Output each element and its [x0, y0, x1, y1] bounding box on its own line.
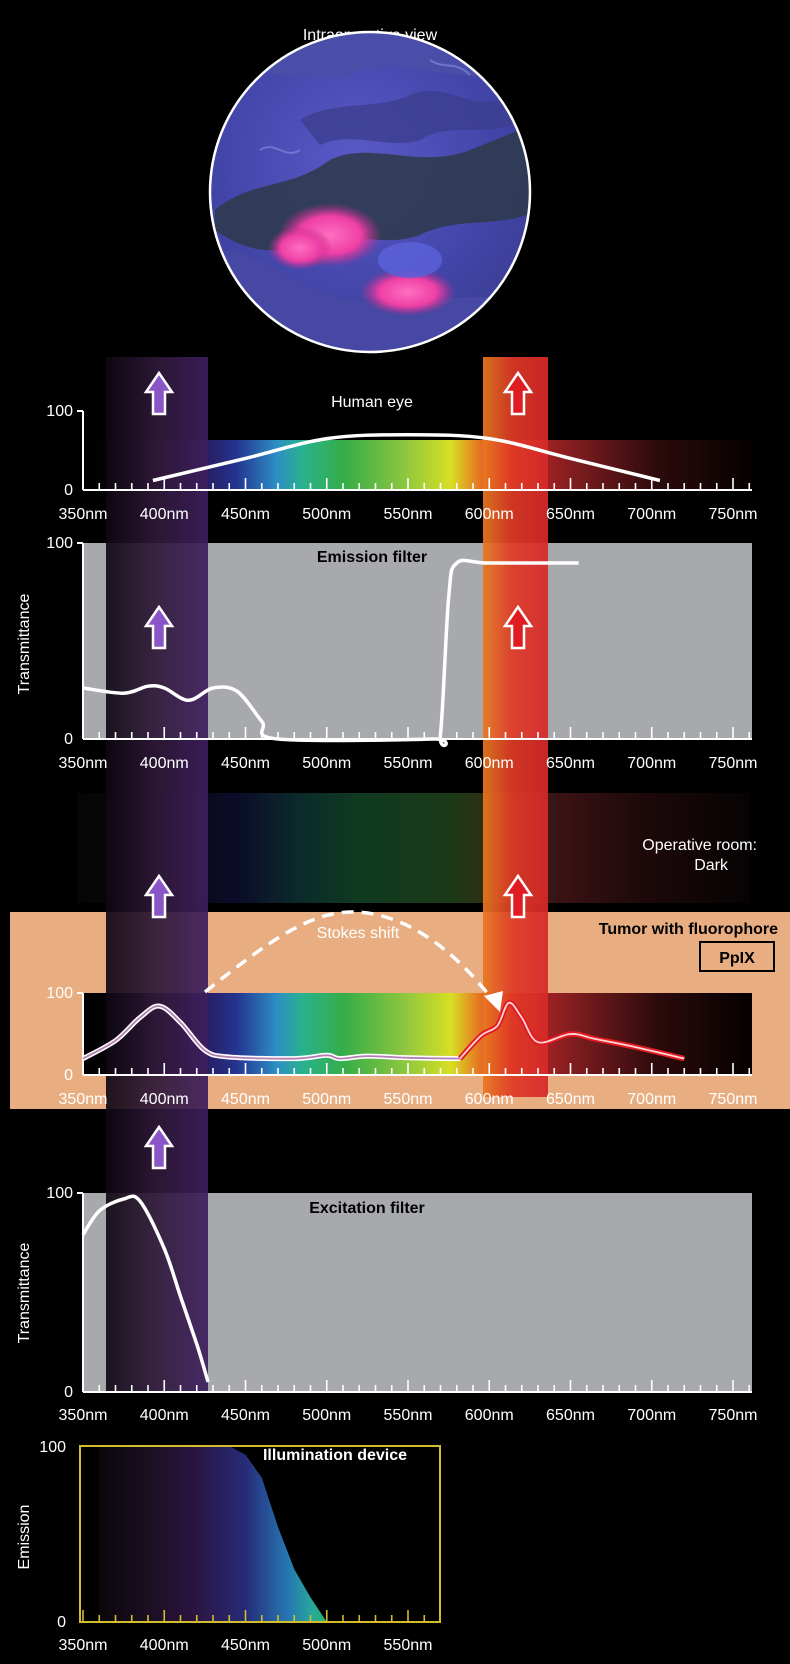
tick-label: 400nm	[140, 506, 189, 523]
y-max-label: 100	[46, 535, 73, 552]
y-max-label: 100	[39, 1439, 66, 1456]
intraoperative-photo	[208, 30, 532, 354]
tick-label: 450nm	[221, 1091, 270, 1108]
tumor-axis: 350nm 400nm 450nm 500nm 550nm 600nm 650nm 700nm…	[46, 985, 757, 1108]
tick-label: 450nm	[221, 1637, 270, 1654]
tick-label: 400nm	[140, 1091, 189, 1108]
tick-label: 400nm	[140, 755, 189, 772]
emission-arrow-icon	[502, 370, 534, 416]
tick-label: 350nm	[59, 1637, 108, 1654]
tick-label: 650nm	[546, 755, 595, 772]
emission-ylabel: Transmittance	[16, 594, 33, 695]
human-eye-axis: 350nm 400nm 450nm 500nm 550nm 600nm 650nm 700nm…	[46, 403, 757, 523]
tick-label: 700nm	[627, 506, 676, 523]
tick-label: 350nm	[59, 1407, 108, 1424]
excitation-filter-axis: 350nm 400nm 450nm 500nm 550nm 600nm 650nm 700nm…	[46, 1185, 757, 1424]
tick-label: 600nm	[465, 1091, 514, 1108]
tick-label: 750nm	[709, 1407, 758, 1424]
illumination-ylabel: Emission	[16, 1505, 33, 1570]
tick-label: 500nm	[302, 755, 351, 772]
human-eye-sensitivity-curve	[152, 432, 661, 483]
tick-label: 500nm	[302, 1407, 351, 1424]
excitation-filter-transmittance-curve	[81, 1194, 210, 1383]
tick-label: 600nm	[465, 1407, 514, 1424]
tick-label: 350nm	[59, 1091, 108, 1108]
tick-label: 550nm	[384, 1091, 433, 1108]
tick-label: 700nm	[627, 755, 676, 772]
excitation-arrow-icon	[143, 1124, 175, 1170]
y-min-label: 0	[57, 1614, 66, 1631]
tick-label: 400nm	[140, 1407, 189, 1424]
tick-label: 750nm	[709, 1091, 758, 1108]
tick-label: 350nm	[59, 755, 108, 772]
emission-arrow-icon	[502, 604, 534, 650]
illumination-axis: 350nm 400nm 450nm 500nm 550nm 100 0	[39, 1439, 432, 1654]
tick-label: 650nm	[546, 1407, 595, 1424]
tick-label: 550nm	[384, 1407, 433, 1424]
y-max-label: 100	[46, 1185, 73, 1202]
emission-arrow-icon	[502, 873, 534, 919]
emission-filter-axis: 350nm 400nm 450nm 500nm 550nm 600nm 650nm 700nm…	[46, 535, 757, 772]
y-max-label: 100	[46, 985, 73, 1002]
stokes-shift-arrow	[203, 910, 497, 1005]
y-min-label: 0	[64, 482, 73, 499]
operative-room-line2: Dark	[694, 857, 729, 874]
emission-filter-transmittance-curve	[82, 558, 579, 748]
tick-label: 400nm	[140, 1637, 189, 1654]
tick-label: 700nm	[627, 1091, 676, 1108]
excitation-light-beam	[106, 357, 208, 1392]
illumination-title: Illumination device	[263, 1447, 407, 1464]
excitation-ylabel: Transmittance	[16, 1243, 33, 1344]
excitation-arrow-icon	[143, 370, 175, 416]
tick-label: 550nm	[384, 755, 433, 772]
ppix-badge-label: PpIX	[719, 950, 755, 967]
emission-light-beam	[483, 357, 548, 1097]
tick-label: 450nm	[221, 755, 270, 772]
illumination-panel	[79, 1445, 441, 1623]
excitation-arrow-icon	[143, 873, 175, 919]
tick-label: 650nm	[546, 506, 595, 523]
y-min-label: 0	[64, 1384, 73, 1401]
tick-label: 500nm	[302, 1637, 351, 1654]
tick-label: 450nm	[221, 1407, 270, 1424]
tumor-title: Tumor with fluorophore	[599, 921, 778, 938]
tick-label: 600nm	[465, 506, 514, 523]
operative-room-line1: Operative room:	[642, 837, 757, 854]
tick-label: 750nm	[709, 506, 758, 523]
emission-filter-title: Emission filter	[317, 549, 427, 566]
stokes-shift-label: Stokes shift	[317, 925, 400, 942]
ppix-badge	[699, 941, 775, 972]
tick-label: 650nm	[546, 1091, 595, 1108]
tick-label: 350nm	[59, 506, 108, 523]
y-min-label: 0	[64, 731, 73, 748]
tick-label: 500nm	[302, 1091, 351, 1108]
excitation-arrow-icon	[143, 604, 175, 650]
tick-label: 750nm	[709, 755, 758, 772]
tick-label: 550nm	[384, 506, 433, 523]
tick-label: 500nm	[302, 506, 351, 523]
human-eye-title: Human eye	[331, 394, 413, 411]
tick-label: 450nm	[221, 506, 270, 523]
tick-label: 700nm	[627, 1407, 676, 1424]
tick-label: 600nm	[465, 755, 514, 772]
y-min-label: 0	[64, 1067, 73, 1084]
y-max-label: 100	[46, 403, 73, 420]
excitation-filter-title: Excitation filter	[309, 1200, 425, 1217]
tick-label: 550nm	[384, 1637, 433, 1654]
